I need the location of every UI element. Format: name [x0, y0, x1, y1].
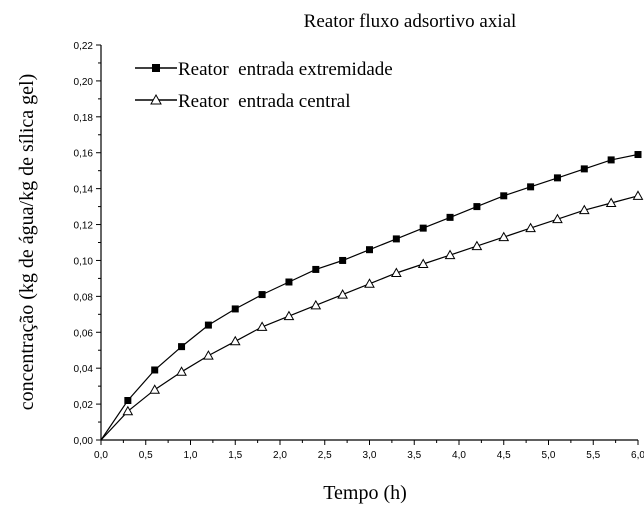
y-tick-label: 0,20	[74, 77, 94, 88]
y-tick-label: 0,10	[74, 256, 94, 267]
data-point-triangle	[605, 197, 617, 207]
data-point-triangle	[283, 310, 295, 321]
data-point-square	[339, 256, 347, 264]
x-tick-label: 4,0	[452, 450, 466, 461]
y-axis-ticks: 0,00 0,02 0,04 0,06 0,08 0,10 0,12 0,14 0,16 0,18…	[74, 41, 101, 447]
data-point-square	[285, 278, 293, 286]
data-point-triangle	[122, 405, 134, 416]
x-tick-label: 2,0	[273, 450, 287, 461]
data-point-square	[392, 235, 400, 243]
chart-title: Reator fluxo adsortivo axial	[304, 11, 517, 32]
legend-label-extremidade: Reator entrada extremidade	[178, 59, 393, 80]
x-axis-ticks: 0,0 0,5 1,0 1,5 2,0 2,5 3,0 3,5 4,0 4,5 5,0 5,5 6,0	[94, 440, 644, 461]
data-point-triangle	[525, 222, 536, 233]
series-line-1	[100, 195, 639, 441]
data-point-triangle	[337, 289, 349, 299]
series-line-0	[100, 153, 639, 441]
data-point-triangle	[149, 384, 161, 394]
data-point-square	[553, 174, 561, 182]
legend-marker-extremidade	[152, 64, 160, 72]
x-tick-label: 5,5	[586, 450, 600, 461]
data-point-square	[231, 305, 239, 313]
y-tick-label: 0,08	[74, 292, 94, 303]
data-point-triangle	[552, 213, 563, 224]
data-point-triangle	[364, 278, 375, 288]
data-point-square	[312, 265, 320, 273]
y-tick-label: 0,22	[74, 41, 94, 52]
legend-label-central: Reator entrada central	[178, 91, 350, 112]
data-point-triangle	[310, 299, 322, 310]
data-point-square	[178, 343, 186, 351]
y-tick-label: 0,00	[74, 436, 94, 447]
x-tick-label: 4,5	[497, 450, 511, 461]
data-point-square	[124, 397, 132, 404]
y-tick-label: 0,12	[74, 221, 94, 232]
legend-marker-central	[150, 93, 162, 105]
data-point-triangle	[578, 204, 590, 215]
data-point-triangle	[229, 335, 241, 346]
data-point-triangle	[498, 231, 510, 242]
x-tick-label: 3,5	[407, 450, 421, 461]
y-tick-label: 0,14	[74, 185, 94, 196]
data-point-square	[473, 203, 481, 211]
data-point-triangle	[256, 321, 268, 331]
y-tick-label: 0,16	[74, 149, 94, 160]
data-point-square	[258, 291, 266, 299]
x-tick-label: 0,0	[94, 450, 108, 461]
y-tick-label: 0,18	[74, 113, 94, 124]
x-axis-label: Tempo (h)	[323, 482, 407, 504]
data-point-square	[366, 246, 373, 254]
y-tick-label: 0,04	[74, 364, 94, 375]
data-point-triangle	[632, 190, 644, 200]
data-point-triangle	[471, 240, 483, 251]
x-tick-label: 0,5	[139, 450, 153, 461]
data-point-square	[580, 165, 588, 173]
data-point-triangle	[203, 350, 214, 360]
data-point-square	[607, 156, 615, 164]
data-point-triangle	[444, 249, 456, 260]
legend: Reator entrada extremidade Reator entrad…	[135, 59, 393, 112]
data-point-triangle	[417, 258, 429, 269]
x-tick-label: 6,0	[631, 450, 644, 461]
data-point-triangle	[176, 366, 187, 376]
data-point-square	[634, 151, 642, 159]
x-tick-label: 1,5	[228, 450, 242, 461]
y-tick-label: 0,06	[74, 328, 94, 339]
data-point-square	[151, 366, 159, 374]
data-point-triangle	[390, 267, 402, 278]
y-axis-label: concentração (kg de água/kg de sílica ge…	[16, 74, 38, 411]
data-point-square	[446, 213, 454, 221]
data-point-square	[500, 192, 508, 200]
x-tick-label: 2,5	[318, 450, 332, 461]
series-layer	[100, 151, 644, 441]
y-tick-label: 0,02	[74, 400, 94, 411]
data-point-square	[204, 321, 212, 329]
data-point-square	[527, 183, 535, 191]
x-tick-label: 1,0	[184, 450, 198, 461]
x-tick-label: 5,0	[542, 450, 556, 461]
x-tick-label: 3,0	[363, 450, 377, 461]
data-point-square	[419, 224, 427, 232]
